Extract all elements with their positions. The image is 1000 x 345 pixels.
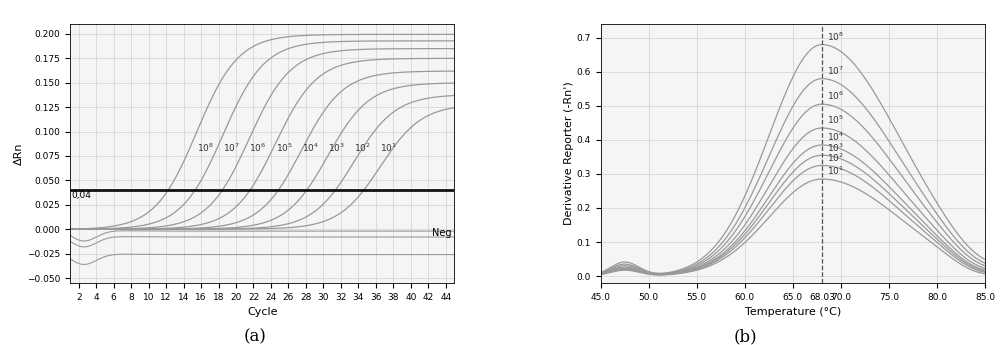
Text: $10^7$: $10^7$: [827, 65, 844, 77]
Text: $10^2$: $10^2$: [354, 141, 371, 154]
Text: $10^5$: $10^5$: [827, 114, 844, 126]
X-axis label: Cycle: Cycle: [247, 307, 277, 317]
Text: (b): (b): [733, 328, 757, 345]
Text: 68.03: 68.03: [809, 293, 835, 302]
Text: $10^6$: $10^6$: [249, 141, 266, 154]
Text: $10^1$: $10^1$: [380, 141, 397, 154]
Text: $10^1$: $10^1$: [827, 165, 844, 177]
Text: Neg: Neg: [432, 228, 452, 238]
Text: $10^8$: $10^8$: [197, 141, 214, 154]
Text: $10^8$: $10^8$: [827, 30, 844, 43]
Text: $10^5$: $10^5$: [276, 141, 293, 154]
Y-axis label: ΔRn: ΔRn: [14, 142, 24, 165]
Text: $10^7$: $10^7$: [223, 141, 240, 154]
Text: (a): (a): [244, 328, 266, 345]
Text: 0,04: 0,04: [72, 191, 92, 200]
Text: $10^6$: $10^6$: [827, 90, 844, 102]
Text: $10^4$: $10^4$: [827, 131, 844, 143]
Text: $10^3$: $10^3$: [827, 141, 844, 154]
Y-axis label: Derivative Reporter (-Rn'): Derivative Reporter (-Rn'): [564, 82, 574, 225]
Text: $10^3$: $10^3$: [328, 141, 345, 154]
X-axis label: Temperature (°C): Temperature (°C): [745, 307, 841, 317]
Text: $10^4$: $10^4$: [302, 141, 319, 154]
Text: $10^2$: $10^2$: [827, 151, 844, 164]
